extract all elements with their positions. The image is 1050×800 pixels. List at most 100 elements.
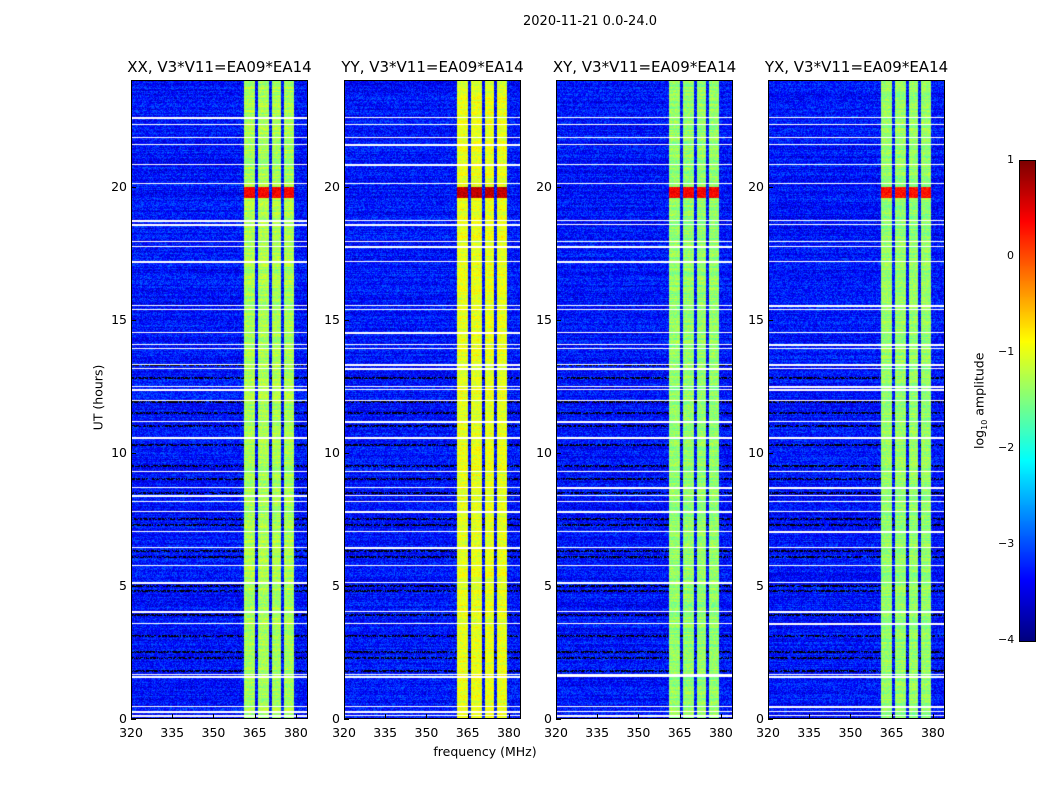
panel-title: XY, V3*V11=EA09*EA14 [552, 58, 737, 76]
figure-title: 2020-11-21 0.0-24.0 [523, 14, 657, 29]
y-tick [344, 585, 349, 587]
colorbar-tick-label: −1 [998, 345, 1015, 358]
x-tick-label: 335 [373, 725, 398, 740]
x-tick [638, 714, 640, 719]
heatmap-image [556, 80, 733, 719]
y-tick [556, 719, 561, 720]
colorbar-tick-label: −2 [998, 441, 1015, 454]
y-tick-label: 10 [324, 444, 340, 460]
x-tick-label: 320 [544, 725, 568, 740]
x-tick [850, 714, 852, 719]
x-tick [344, 714, 345, 719]
panel-title: YX, V3*V11=EA09*EA14 [764, 58, 949, 76]
y-tick-label: 5 [119, 577, 127, 593]
x-tick-label: 365 [455, 725, 480, 740]
x-tick [768, 714, 769, 719]
y-tick [131, 452, 136, 454]
axes-frame [556, 80, 733, 719]
x-tick [213, 714, 215, 719]
y-tick-label: 15 [324, 311, 340, 327]
y-tick-label: 5 [544, 577, 552, 593]
x-tick [891, 714, 893, 719]
x-tick-label: 380 [920, 725, 945, 740]
y-tick [131, 319, 136, 321]
panel-2: XY, V3*V11=EA09*EA14 320 335 350 365 380 0 5 10 1… [536, 58, 736, 740]
x-tick [809, 714, 811, 719]
x-tick [254, 714, 256, 719]
colorbar [1019, 160, 1036, 642]
y-tick [768, 319, 773, 321]
y-tick [768, 452, 773, 454]
x-tick-label: 380 [283, 725, 308, 740]
y-tick [556, 452, 561, 454]
y-tick [131, 585, 136, 587]
y-tick [131, 719, 136, 720]
y-tick-label: 0 [332, 711, 340, 726]
y-tick [768, 585, 773, 587]
y-tick [556, 585, 561, 587]
x-tick-label: 320 [756, 725, 780, 740]
colorbar-tick-label: 1 [1007, 153, 1014, 166]
panel-title: YY, V3*V11=EA09*EA14 [341, 58, 524, 76]
x-tick-label: 350 [626, 725, 651, 740]
x-tick [385, 714, 387, 719]
y-tick-label: 10 [536, 444, 552, 460]
y-tick [131, 186, 136, 188]
y-tick-label: 5 [332, 577, 340, 593]
x-tick-label: 365 [242, 725, 267, 740]
axes-frame [344, 80, 521, 719]
y-tick-label: 15 [748, 311, 764, 327]
colorbar-tick-label: −4 [998, 633, 1015, 646]
x-tick [508, 714, 510, 719]
x-tick [131, 714, 132, 719]
heatmap-image [131, 80, 308, 719]
x-tick [932, 714, 934, 719]
x-tick [556, 714, 557, 719]
x-tick-label: 350 [838, 725, 863, 740]
panel-0: XX, V3*V11=EA09*EA14 320 335 350 365 380 0 5 10 1… [111, 58, 312, 740]
x-tick [720, 714, 722, 719]
x-tick [172, 714, 174, 719]
axes-frame [768, 80, 945, 719]
x-tick-label: 335 [160, 725, 185, 740]
y-tick-label: 20 [111, 178, 127, 194]
y-tick [344, 452, 349, 454]
x-tick [467, 714, 469, 719]
x-tick [295, 714, 297, 719]
x-tick-label: 320 [332, 725, 356, 740]
colorbar-tick-label: 0 [1007, 249, 1014, 262]
y-tick [344, 186, 349, 188]
x-tick-label: 350 [414, 725, 439, 740]
x-tick-label: 380 [708, 725, 733, 740]
y-tick-label: 0 [119, 711, 127, 726]
x-tick-label: 365 [879, 725, 904, 740]
x-tick [679, 714, 681, 719]
panel-1: YY, V3*V11=EA09*EA14 320 335 350 365 380 0 5 10 1… [324, 58, 524, 740]
x-tick [597, 714, 599, 719]
y-tick-label: 0 [544, 711, 552, 726]
colorbar-label: log10 amplitude [971, 352, 989, 449]
y-tick [344, 719, 349, 720]
y-tick-label: 20 [748, 178, 764, 194]
y-tick [768, 719, 773, 720]
y-tick [768, 186, 773, 188]
panel-3: YX, V3*V11=EA09*EA14 320 335 350 365 380 0 5 10 1… [748, 58, 948, 740]
y-tick-label: 15 [536, 311, 552, 327]
axes-frame [131, 80, 308, 719]
y-tick-label: 10 [748, 444, 764, 460]
y-tick-label: 15 [111, 311, 127, 327]
colorbar-tick-label: −3 [998, 537, 1015, 550]
heatmap-image [344, 80, 521, 719]
y-axis-label: UT (hours) [90, 364, 106, 431]
x-tick-label: 380 [496, 725, 521, 740]
y-tick-label: 0 [756, 711, 764, 726]
y-tick-label: 5 [756, 577, 764, 593]
x-tick-label: 335 [585, 725, 610, 740]
y-tick [344, 319, 349, 321]
y-tick-label: 20 [324, 178, 340, 194]
x-tick [426, 714, 428, 719]
x-tick-label: 335 [797, 725, 822, 740]
panel-title: XX, V3*V11=EA09*EA14 [127, 58, 312, 76]
y-tick [556, 319, 561, 321]
